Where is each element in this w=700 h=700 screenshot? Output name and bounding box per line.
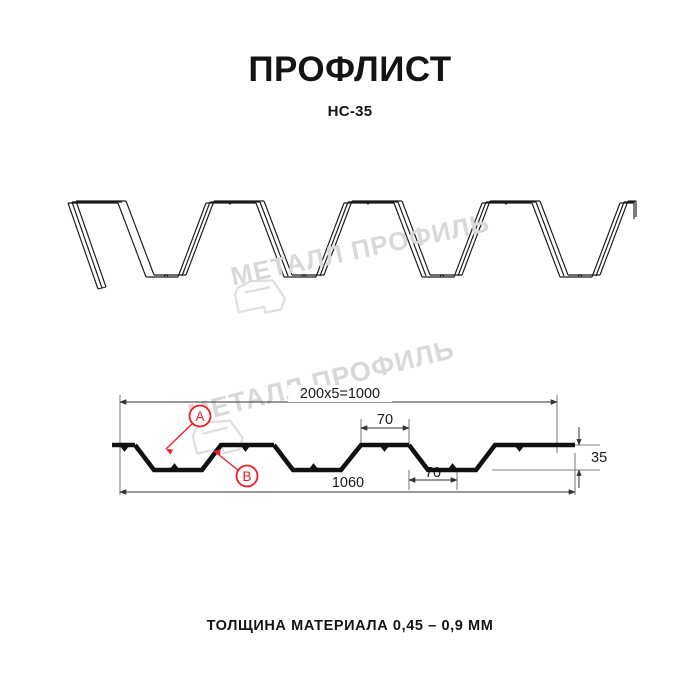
cross-section-view: 200x5=1000 70 70 1060 35 xyxy=(60,375,640,515)
isometric-profile-svg xyxy=(67,200,637,290)
dimension-crest-width: 70 xyxy=(360,412,410,431)
callout-b-circle xyxy=(235,464,259,488)
callout-b-label: B xyxy=(242,469,251,484)
dimension-label-crest-width: 70 xyxy=(377,412,393,428)
page-title: ПРОФЛИСТ xyxy=(248,50,452,89)
callout-b: B xyxy=(213,449,259,488)
dimension-label-profile-height: 35 xyxy=(591,450,607,466)
page-subtitle-model: НС-35 xyxy=(327,103,373,120)
dimension-profile-height: 35 xyxy=(576,427,607,488)
callout-a-circle xyxy=(188,404,212,428)
footer-thickness-note: ТОЛЩИНА МАТЕРИАЛА 0,45 – 0,9 ММ xyxy=(206,618,494,634)
cross-section-svg: 200x5=1000 70 70 1060 35 xyxy=(112,385,607,495)
callout-a-label: A xyxy=(195,409,204,424)
dimension-overall-width: 1060 xyxy=(119,475,576,495)
profile-section-path xyxy=(112,442,575,473)
callout-a: A xyxy=(165,404,212,455)
isometric-view xyxy=(60,185,640,315)
dimension-label-pitch-total: 200x5=1000 xyxy=(300,386,380,402)
title-block: ПРОФЛИСТ НС-35 xyxy=(0,52,700,120)
dimension-label-overall-width: 1060 xyxy=(332,475,364,491)
dimension-pitch-total: 200x5=1000 xyxy=(119,385,558,405)
